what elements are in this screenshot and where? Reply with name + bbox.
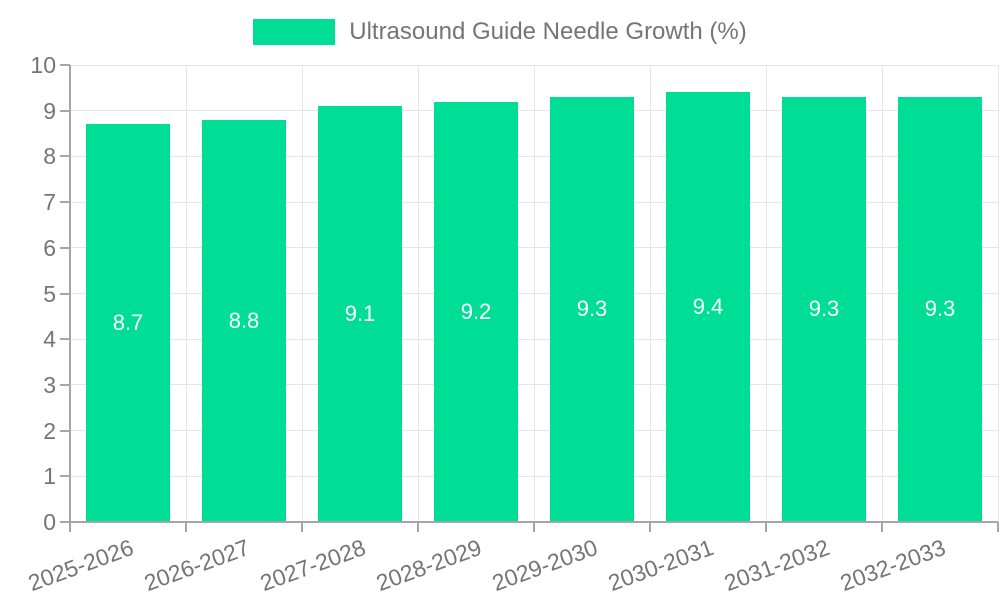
y-tick-label: 3 xyxy=(43,371,56,398)
bar-value-label: 8.8 xyxy=(228,307,260,333)
x-tick xyxy=(765,522,767,532)
x-tick xyxy=(417,522,419,532)
legend: Ultrasound Guide Needle Growth (%) xyxy=(0,18,1000,46)
y-tick xyxy=(60,475,70,478)
x-tick xyxy=(69,522,71,532)
y-tick xyxy=(60,155,70,158)
bar: 9.4 xyxy=(666,92,750,522)
y-tick-label: 10 xyxy=(30,52,56,78)
bar: 9.3 xyxy=(782,96,866,522)
bar: 9.3 xyxy=(898,96,982,522)
bar-value-label: 9.3 xyxy=(808,296,840,322)
bar: 8.8 xyxy=(202,119,286,522)
x-tick xyxy=(301,522,303,532)
y-tick xyxy=(60,246,70,249)
y-tick-label: 6 xyxy=(43,234,56,261)
bar-value-label: 8.7 xyxy=(112,310,144,336)
y-tick-label: 8 xyxy=(43,143,56,170)
x-tick xyxy=(649,522,651,532)
bar-value-label: 9.1 xyxy=(344,301,376,327)
y-tick xyxy=(60,292,70,295)
x-gridline xyxy=(533,65,535,522)
y-tick xyxy=(60,429,70,432)
bar: 9.3 xyxy=(550,96,634,522)
x-gridline xyxy=(881,65,883,522)
legend-swatch xyxy=(253,19,336,45)
y-tick-label: 2 xyxy=(43,417,56,444)
y-tick xyxy=(60,338,70,341)
y-tick-label: 7 xyxy=(43,189,56,216)
bar-value-label: 9.4 xyxy=(692,294,724,320)
x-tick xyxy=(881,522,883,532)
x-gridline xyxy=(417,65,419,522)
x-tick xyxy=(533,522,535,532)
y-tick xyxy=(60,109,70,112)
y-tick xyxy=(60,201,70,204)
bar-value-label: 9.2 xyxy=(460,298,492,324)
x-tick xyxy=(185,522,187,532)
y-axis-line xyxy=(69,65,71,524)
y-tick xyxy=(60,383,70,386)
x-gridline xyxy=(185,65,187,522)
bar-value-label: 9.3 xyxy=(576,296,608,322)
bar: 9.2 xyxy=(434,101,518,522)
y-tick-label: 1 xyxy=(43,463,56,490)
y-tick xyxy=(60,521,70,523)
x-gridline xyxy=(301,65,303,522)
x-gridline xyxy=(997,65,999,522)
y-tick-label: 5 xyxy=(43,280,56,307)
bar-value-label: 9.3 xyxy=(924,296,956,322)
y-tick-label: 9 xyxy=(43,97,56,124)
x-gridline xyxy=(765,65,767,522)
bar: 9.1 xyxy=(318,106,402,522)
y-tick-label: 4 xyxy=(43,326,56,353)
bar: 8.7 xyxy=(86,124,170,522)
x-tick xyxy=(997,522,999,532)
y-tick-label: 0 xyxy=(43,509,56,535)
legend-label: Ultrasound Guide Needle Growth (%) xyxy=(349,18,747,45)
y-tick xyxy=(60,64,70,66)
x-gridline xyxy=(649,65,651,522)
